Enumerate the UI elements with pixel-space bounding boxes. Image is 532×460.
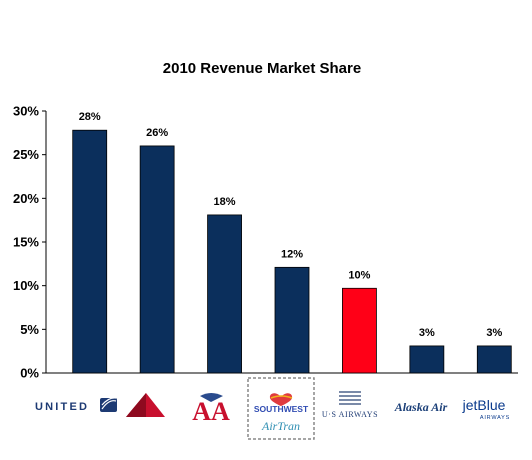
y-tick-label: 10%	[13, 278, 39, 293]
y-tick-label: 20%	[13, 191, 39, 206]
bar	[207, 214, 242, 374]
jetblue-wordmark: jetBlue	[462, 397, 506, 413]
data-label: 3%	[419, 327, 435, 339]
bars	[72, 129, 512, 374]
airtran-wordmark: AirTran	[261, 419, 300, 433]
y-tick-label: 30%	[13, 104, 39, 119]
data-label: 3%	[486, 327, 502, 339]
data-label: 10%	[348, 269, 370, 281]
bar	[274, 266, 310, 374]
data-labels: 28% 26% 18% 12% 10% 3% 3%	[79, 111, 503, 339]
delta-widget-icon	[126, 393, 165, 417]
logo-southwest-airtran: SOUTHWEST AirTran	[247, 377, 315, 440]
aa-eagle-icon: AA	[192, 393, 230, 426]
alaska-wordmark: Alaska Air	[394, 400, 448, 414]
data-label: 18%	[214, 196, 236, 208]
data-label: 28%	[79, 111, 101, 123]
logo-usairways: U·S AIRWAYS	[322, 391, 378, 419]
logo-box	[247, 377, 315, 440]
bar	[72, 129, 108, 374]
logo-jetblue: jetBlue AIRWAYS	[462, 397, 510, 421]
y-tick-label: 15%	[13, 235, 39, 250]
united-globe-icon	[100, 397, 117, 412]
usairways-flag-icon	[339, 391, 361, 405]
usairways-wordmark: U·S AIRWAYS	[322, 410, 378, 419]
bar	[476, 345, 512, 374]
y-tick-label: 25%	[13, 147, 39, 162]
chart-title: 2010 Revenue Market Share	[163, 60, 361, 77]
bar	[409, 345, 445, 374]
data-label: 26%	[146, 127, 168, 139]
y-axis-ticks: 0% 5% 10% 15% 20% 25% 30%	[13, 104, 46, 381]
y-tick-label: 5%	[20, 322, 39, 337]
bar	[342, 287, 377, 374]
southwest-wordmark: SOUTHWEST	[254, 404, 309, 414]
data-label: 12%	[281, 248, 303, 260]
bar	[139, 145, 175, 374]
logo-united: UNITED	[35, 397, 117, 413]
y-tick-label: 0%	[20, 366, 39, 381]
united-wordmark: UNITED	[35, 401, 89, 413]
southwest-heart-icon	[269, 393, 293, 406]
jetblue-airways-text: AIRWAYS	[480, 415, 510, 421]
